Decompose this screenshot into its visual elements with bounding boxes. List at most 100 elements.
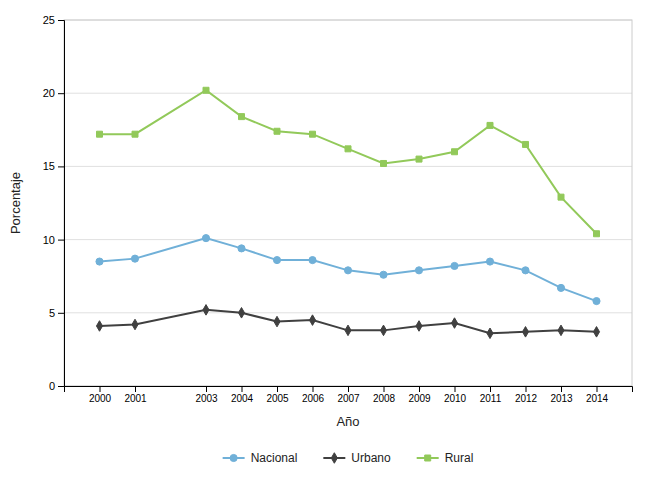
grid	[64, 20, 632, 386]
x-tick-label: 2005	[266, 393, 289, 404]
x-tick-mark	[561, 386, 562, 392]
x-tick-label: 2009	[408, 393, 431, 404]
x-tick-label: 2004	[231, 393, 254, 404]
x-tick: 2005	[266, 386, 289, 404]
legend-item: Rural	[417, 451, 474, 465]
x-tick-mark	[277, 386, 278, 392]
series-marker	[557, 284, 564, 291]
series-marker	[523, 141, 529, 147]
x-tick-label: 2001	[124, 393, 147, 404]
series	[96, 305, 599, 339]
x-tick-label: 2014	[586, 393, 609, 404]
y-tick-mark	[58, 386, 64, 387]
x-tick: 2000	[89, 386, 112, 404]
series-marker	[274, 316, 280, 327]
series	[96, 235, 600, 305]
series-marker	[132, 319, 138, 330]
series-marker	[452, 149, 458, 155]
series	[97, 87, 600, 236]
x-tick-mark	[490, 386, 491, 392]
series-marker	[344, 267, 351, 274]
x-tick-label: 2000	[89, 393, 112, 404]
legend-label: Rural	[445, 451, 474, 465]
x-tick-label: 2010	[444, 393, 467, 404]
y-tick-mark	[58, 93, 64, 94]
x-tick-mark	[348, 386, 349, 392]
series-marker	[522, 267, 529, 274]
x-tick-label: 2003	[195, 393, 218, 404]
x-tick-label: 2006	[302, 393, 325, 404]
x-tick-mark	[135, 386, 136, 392]
series-marker	[381, 160, 387, 166]
y-tick-mark	[58, 240, 64, 241]
series-marker	[310, 131, 316, 137]
plot-area	[96, 87, 600, 338]
x-tick-mark	[597, 386, 598, 392]
grid-line	[64, 312, 632, 313]
series-marker	[309, 257, 316, 264]
y-tick-label: 0	[49, 380, 55, 392]
series-marker	[203, 87, 209, 93]
x-tick-mark	[242, 386, 243, 392]
legend-item: Nacional	[223, 451, 298, 465]
x-tick-label: 2008	[373, 393, 396, 404]
x-axis-title: Año	[336, 414, 359, 429]
x-tick-mark	[384, 386, 385, 392]
series-marker	[238, 308, 244, 319]
x-tick: 2006	[302, 386, 325, 404]
series-line	[100, 238, 597, 301]
x-tick: 2007	[337, 386, 360, 404]
x-tick-mark	[100, 386, 101, 392]
y-tick: 0	[49, 380, 64, 392]
legend-swatch-marker	[425, 455, 431, 461]
x-tick-label: 2011	[480, 393, 502, 404]
series-marker	[416, 156, 422, 162]
y-tick-mark	[58, 166, 64, 167]
y-tick-label: 5	[49, 307, 55, 319]
plot-root: 2000200120032004200520062007200820092010…	[8, 14, 633, 429]
legend-item: Urbano	[323, 451, 391, 465]
y-tick: 25	[43, 14, 64, 26]
series-marker	[132, 131, 138, 137]
series-marker	[487, 328, 493, 339]
series-marker	[96, 258, 103, 265]
series-marker	[558, 194, 564, 200]
series-marker	[451, 318, 457, 329]
plot-frame	[64, 20, 632, 386]
x-tick-label: 2012	[515, 393, 538, 404]
series-marker	[96, 321, 102, 332]
x-tick: 2003	[195, 386, 218, 404]
series-marker	[451, 262, 458, 269]
series-marker	[345, 146, 351, 152]
chart-svg: 2000200120032004200520062007200820092010…	[0, 0, 654, 486]
series-marker	[593, 327, 599, 338]
x-tick: 2010	[444, 386, 467, 404]
grid-line	[64, 93, 632, 94]
x-axis: 2000 2001 2003 2004 2005 2006 2007 2008 2009 2010…	[65, 386, 633, 404]
y-tick: 15	[43, 160, 64, 172]
y-tick: 20	[43, 87, 64, 99]
legend-swatch-marker	[230, 454, 237, 461]
y-tick-label: 25	[43, 14, 55, 26]
y-tick-mark	[58, 313, 64, 314]
y-tick: 10	[43, 234, 64, 246]
x-tick-label: 2013	[550, 393, 573, 404]
grid-line	[64, 239, 632, 240]
x-tick: 2011	[480, 386, 502, 404]
x-tick-mark	[455, 386, 456, 392]
series-marker	[415, 267, 422, 274]
series-marker	[522, 327, 528, 338]
x-tick-label: 2007	[337, 393, 360, 404]
x-tick: 2014	[586, 386, 609, 404]
y-axis: 0 5 10 15 20 25	[43, 14, 65, 392]
x-tick-mark	[313, 386, 314, 392]
legend-swatch-marker	[331, 453, 337, 464]
series-marker	[97, 131, 103, 137]
series-marker	[131, 255, 138, 262]
grid-line	[64, 166, 632, 167]
series-marker	[273, 257, 280, 264]
x-tick: 2012	[515, 386, 538, 404]
series-marker	[239, 114, 245, 120]
series-marker	[594, 231, 600, 237]
x-tick-mark	[419, 386, 420, 392]
